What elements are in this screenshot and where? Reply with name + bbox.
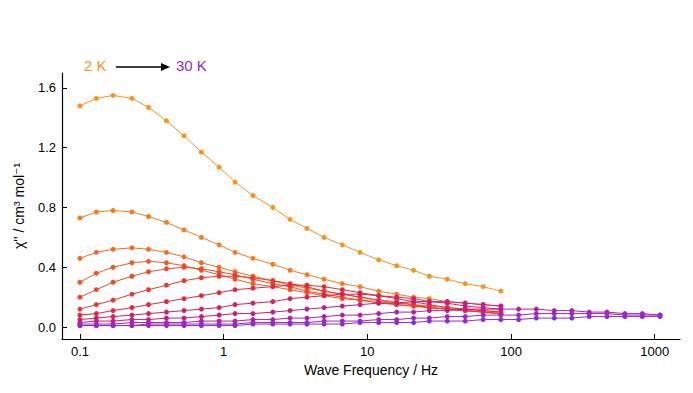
svg-text:30 K: 30 K — [176, 57, 207, 74]
svg-text:100: 100 — [500, 344, 522, 359]
svg-text:χ'' / cm³ mol⁻¹: χ'' / cm³ mol⁻¹ — [11, 163, 27, 250]
svg-text:0.4: 0.4 — [38, 260, 56, 275]
svg-text:1000: 1000 — [640, 344, 669, 359]
svg-text:1: 1 — [220, 344, 227, 359]
svg-text:1.6: 1.6 — [38, 80, 56, 95]
svg-text:0.1: 0.1 — [71, 344, 89, 359]
svg-text:0.8: 0.8 — [38, 200, 56, 215]
svg-text:2 K: 2 K — [84, 57, 107, 74]
svg-text:Wave Frequency / Hz: Wave Frequency / Hz — [304, 362, 438, 378]
svg-text:10: 10 — [360, 344, 374, 359]
svg-text:0.0: 0.0 — [38, 320, 56, 335]
svg-text:1.2: 1.2 — [38, 140, 56, 155]
